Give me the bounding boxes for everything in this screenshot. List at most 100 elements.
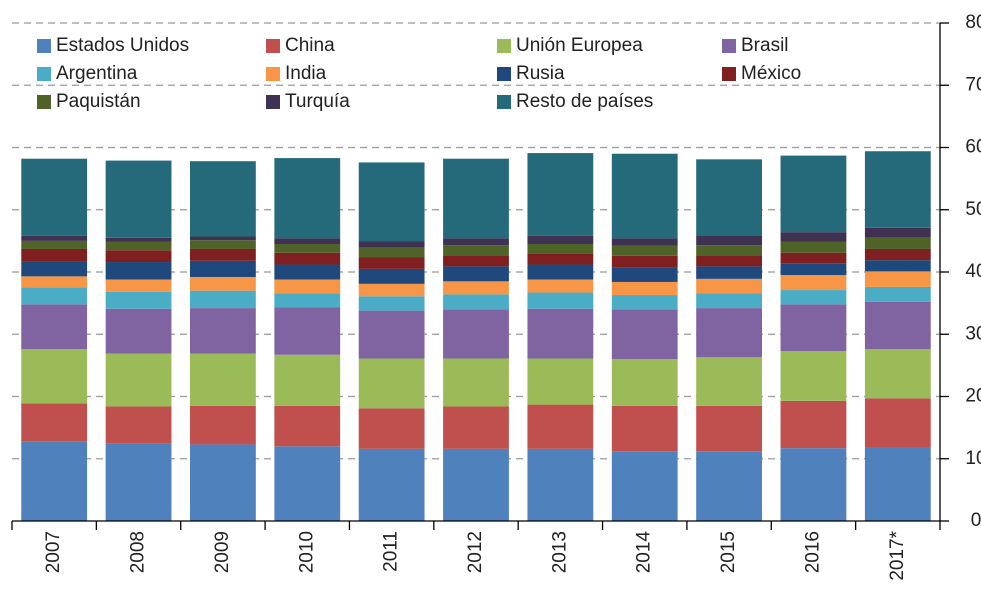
x-tick-label: 2008	[128, 531, 149, 573]
bar-segment	[274, 293, 341, 308]
bar-segment	[780, 241, 847, 253]
legend-swatch	[722, 67, 736, 81]
x-tick-label: 2013	[549, 531, 570, 573]
bar-segment	[358, 241, 425, 248]
bar-segment	[611, 238, 678, 246]
bar-segment	[443, 309, 509, 359]
y-tick-label: 30	[965, 323, 981, 344]
x-tick-label: 2007	[43, 531, 64, 573]
legend-label: Resto de países	[516, 91, 653, 112]
bar-segment	[105, 406, 172, 444]
bar-segment	[190, 353, 256, 406]
bar-segment	[527, 308, 594, 359]
legend-swatch	[37, 39, 51, 53]
y-tick-label: 20	[965, 386, 981, 407]
bar-segment	[190, 240, 256, 249]
bar-segment	[864, 271, 931, 287]
bar-segment	[611, 309, 678, 360]
bar-segment	[358, 257, 425, 269]
bar-segment	[190, 308, 256, 354]
legend-swatch	[37, 95, 51, 109]
bar-segment	[358, 448, 425, 521]
bar-segment	[21, 403, 88, 442]
legend-swatch	[497, 67, 511, 81]
x-tick-label: 2015	[718, 531, 739, 573]
bar-segment	[21, 276, 88, 288]
bar-segment	[780, 400, 847, 449]
bar-segment	[696, 308, 762, 358]
y-tick-label: 70	[965, 74, 981, 95]
bar-segment	[358, 162, 425, 242]
y-tick-label: 80	[965, 12, 981, 33]
bar-segment	[190, 276, 256, 291]
bar-segment	[274, 307, 341, 355]
bar-segment	[105, 308, 172, 354]
x-tick-label: 2009	[212, 531, 233, 573]
bar-segment	[527, 279, 594, 293]
bar-segment	[780, 275, 847, 291]
bar-segment	[21, 158, 88, 236]
bar-segment	[696, 405, 762, 452]
bar-segment	[864, 286, 931, 302]
legend-label: China	[285, 35, 335, 56]
bar-segment	[443, 358, 509, 407]
bar-segment	[443, 255, 509, 267]
bar-segment	[358, 296, 425, 311]
bar-segment	[527, 243, 594, 254]
bar-segment	[696, 235, 762, 246]
y-tick-label: 10	[965, 448, 981, 469]
bar-segment	[443, 281, 509, 295]
bar-segment	[358, 358, 425, 409]
bar-segment	[696, 451, 762, 521]
bar-segment	[527, 264, 594, 280]
bar-segment	[190, 161, 256, 237]
bar-segment	[780, 155, 847, 233]
bar-segment	[611, 281, 678, 296]
bar-segment	[864, 301, 931, 350]
bar-segment	[105, 237, 172, 242]
bar-segment	[21, 240, 88, 249]
bar-segment	[274, 243, 341, 253]
bar-segment	[696, 266, 762, 279]
bar-segment	[611, 153, 678, 239]
bar-segment	[274, 252, 341, 265]
bar-segment	[105, 241, 172, 251]
bar-segment	[105, 160, 172, 238]
bar-segment	[864, 447, 931, 521]
legend-swatch	[37, 67, 51, 81]
bar-segment	[190, 444, 256, 521]
bar-segment	[696, 245, 762, 256]
bar-segment	[696, 357, 762, 406]
bar-segment	[780, 290, 847, 305]
bar-segment	[274, 279, 341, 294]
bar-segment	[611, 255, 678, 268]
bar-segment	[21, 287, 88, 305]
legend-swatch	[497, 39, 511, 53]
bar-segment	[190, 236, 256, 241]
legend-label: Turquía	[285, 91, 350, 112]
bar-segment	[443, 294, 509, 310]
bar-segment	[443, 406, 509, 449]
bar-segment	[780, 263, 847, 276]
legend-label: México	[741, 63, 801, 84]
legend-swatch	[266, 95, 280, 109]
bar-segment	[21, 248, 88, 262]
bar-segment	[358, 408, 425, 449]
bar-segment	[21, 349, 88, 404]
bar-segment	[21, 261, 88, 277]
bar-segment	[527, 235, 594, 244]
bar-segment	[443, 238, 509, 246]
bar-segment	[864, 237, 931, 249]
bar-segment	[105, 353, 172, 407]
bar-segment	[696, 159, 762, 236]
bar-segment	[105, 250, 172, 263]
bar-segment	[780, 448, 847, 521]
bar-segment	[105, 262, 172, 280]
legend-label: Rusia	[516, 63, 565, 84]
bar-segment	[274, 158, 341, 239]
bar-segment	[696, 293, 762, 309]
bar-segment	[864, 398, 931, 448]
bar-segment	[611, 295, 678, 310]
bar-segment	[696, 255, 762, 267]
bar-segment	[190, 290, 256, 309]
